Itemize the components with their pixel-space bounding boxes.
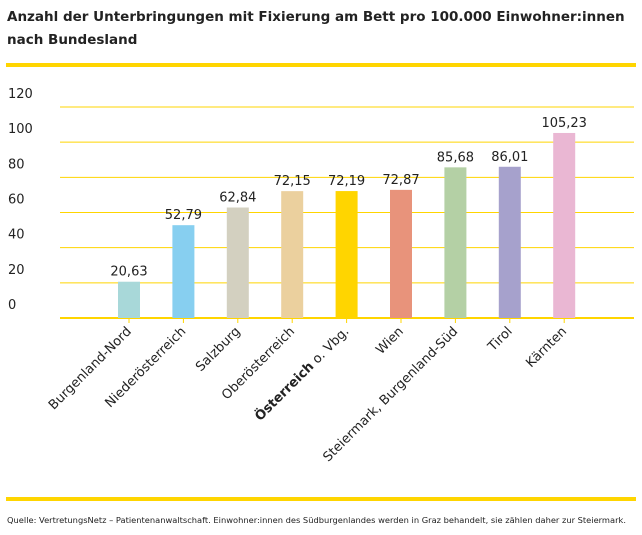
- y-tick-label-0: 0: [8, 298, 16, 313]
- y-tick-label-120: 120: [8, 87, 33, 102]
- x-tick-label-2: Salzburg: [193, 324, 244, 375]
- x-tick-label-4: Österreich o. Vbg.: [252, 324, 353, 425]
- y-tick-label-20: 20: [8, 263, 25, 278]
- data-label-6: 85,68: [437, 150, 474, 165]
- data-label-1: 52,79: [165, 208, 202, 223]
- bar-5: [390, 189, 412, 318]
- x-tick-label-8: Kärnten: [523, 324, 570, 371]
- bar-2: [226, 207, 249, 318]
- data-label-4: 72,19: [328, 174, 365, 189]
- x-tick-label-rest: o. Vbg.: [307, 324, 353, 370]
- top-divider: [6, 63, 636, 67]
- y-tick-label-40: 40: [8, 228, 25, 243]
- x-tick-label-7: Tirol: [485, 324, 516, 355]
- bar-1: [172, 225, 195, 318]
- bar-6: [444, 167, 467, 318]
- bottom-divider: [6, 497, 636, 501]
- x-tick-label-5: Wien: [373, 324, 407, 358]
- data-label-2: 62,84: [219, 191, 256, 206]
- chart-title-line2: nach Bundesland: [7, 32, 138, 48]
- y-tick-label-60: 60: [8, 193, 25, 208]
- bar-chart: 02040608010012020,63Burgenland-Nord52,79…: [8, 87, 634, 465]
- bar-3: [281, 191, 304, 318]
- data-label-5: 72,87: [382, 173, 419, 188]
- y-tick-label-100: 100: [8, 122, 33, 137]
- chart-title-line1: Anzahl der Unterbringungen mit Fixierung…: [7, 9, 625, 25]
- data-label-0: 20,63: [110, 265, 147, 280]
- bar-8: [553, 132, 576, 318]
- bar-7: [498, 166, 521, 318]
- data-label-7: 86,01: [491, 150, 528, 165]
- bar-4: [335, 191, 358, 318]
- data-label-8: 105,23: [541, 116, 587, 131]
- bar-0: [118, 281, 140, 318]
- data-label-3: 72,15: [274, 174, 311, 189]
- chart-title: Anzahl der Unterbringungen mit Fixierung…: [7, 6, 627, 52]
- y-tick-label-80: 80: [8, 157, 25, 172]
- source-note: Quelle: VertretungsNetz – Patientenanwal…: [7, 515, 626, 525]
